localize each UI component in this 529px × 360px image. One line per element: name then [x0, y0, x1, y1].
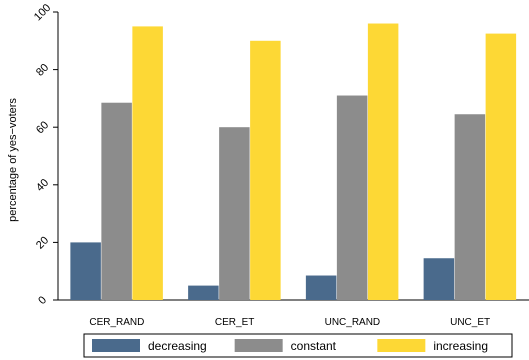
bar-decreasing-cer_rand — [70, 242, 101, 300]
category-label: UNC_RAND — [325, 317, 381, 328]
bar-increasing-unc_rand — [367, 23, 399, 301]
legend-label-decreasing: decreasing — [148, 339, 207, 353]
bar-increasing-unc_et — [485, 33, 517, 300]
legend-swatch-decreasing — [92, 339, 140, 352]
bar-constant-unc_et — [454, 114, 486, 301]
bar-decreasing-unc_rand — [305, 275, 337, 300]
legend-label-increasing: increasing — [433, 339, 488, 353]
legend: decreasing constant increasing — [83, 333, 513, 358]
y-tick-label: 60 — [34, 119, 51, 136]
category-label: CER_ET — [215, 317, 254, 328]
bar-constant-cer_rand — [101, 102, 132, 300]
bar-increasing-cer_rand — [132, 26, 163, 301]
legend-swatch-constant — [234, 339, 283, 352]
category-label: CER_RAND — [89, 317, 144, 328]
bar-constant-cer_et — [219, 127, 250, 300]
plot-area: 0 20 40 60 80 100 CER_RAND CER_ET UNC_RAND UNC_ET — [32, 2, 529, 328]
y-axis-title: percentage of yes−voters — [7, 98, 19, 222]
category-label: UNC_ET — [450, 317, 490, 328]
y-tick-label: 0 — [36, 294, 49, 307]
y-tick-label: 100 — [32, 2, 53, 23]
bar-decreasing-unc_et — [423, 258, 455, 300]
y-tick-label: 80 — [34, 62, 51, 79]
y-tick-label: 20 — [34, 234, 51, 251]
legend-swatch-increasing — [377, 339, 426, 352]
bar-decreasing-cer_et — [188, 285, 219, 300]
bar-constant-unc_rand — [336, 95, 368, 301]
y-tick-label: 40 — [34, 177, 51, 194]
legend-label-constant: constant — [291, 339, 337, 353]
bar-increasing-cer_et — [250, 40, 281, 301]
